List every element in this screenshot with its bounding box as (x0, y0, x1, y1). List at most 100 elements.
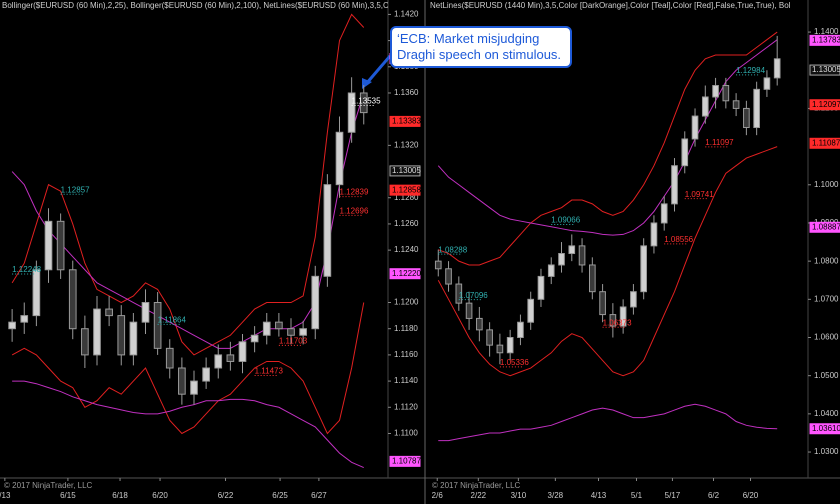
x-tick-label: 5/17 (665, 491, 681, 500)
x-tick-label: 6/22 (218, 491, 234, 500)
candle-body (275, 321, 283, 330)
candle-body (465, 302, 473, 319)
x-tick-label: 4/13 (591, 491, 607, 500)
price-badge-label: 1.08887 (812, 222, 840, 231)
band-line (438, 31, 778, 266)
level-label: 1.07096 (459, 291, 488, 300)
price-badge-label: 1.11087 (812, 138, 840, 147)
x-tick-label: 6/25 (272, 491, 288, 500)
candle-body (20, 315, 29, 323)
candle-body (214, 354, 223, 369)
candle-body (165, 347, 174, 369)
price-badge-label: 1.10787 (392, 456, 421, 465)
candle-body (56, 220, 65, 271)
candle-body (753, 88, 760, 129)
candle-body (323, 184, 332, 277)
plot-area: Bollinger($EURUSD (60 Min),2,25), Bollin… (2, 1, 448, 468)
candle-body (93, 308, 101, 356)
candle-body (630, 291, 637, 308)
copyright: © 2017 NinjaTrader, LLC (4, 481, 93, 490)
candle-body (178, 367, 186, 395)
candle-body (527, 298, 535, 323)
price-badge (389, 455, 421, 467)
price-badge (809, 64, 840, 76)
candle-body (238, 341, 247, 362)
candle-body (445, 268, 452, 285)
y-tick-label: 1.1180 (394, 324, 418, 333)
y-tick-label: 1.1100 (394, 429, 418, 438)
y-tick-label: 1.1160 (394, 350, 418, 359)
x-tick-label: 3/10 (511, 491, 527, 500)
x-tick-label: 6/20 (743, 491, 759, 500)
candle-body (141, 302, 150, 323)
price-badge-label: 1.12220 (392, 269, 421, 278)
candle-body (671, 165, 678, 205)
plot-area: NetLines($EURUSD (1440 Min),3,5,Color [D… (430, 1, 791, 442)
candle-body (8, 321, 16, 330)
price-badge (389, 165, 421, 177)
candle-body (701, 96, 709, 117)
candle-body (287, 328, 295, 336)
band-line (438, 403, 778, 442)
band-line (11, 302, 365, 435)
candle-body (547, 264, 555, 277)
y-tick-label: 1.1420 (394, 10, 419, 19)
candle-body (712, 85, 719, 98)
candle-body (44, 220, 53, 271)
candle-body (578, 245, 586, 266)
level-label: 1.09066 (551, 216, 580, 225)
band-line (437, 39, 778, 236)
candle-body (619, 306, 627, 327)
candle-body (691, 115, 699, 140)
band-line (11, 92, 365, 349)
annotation-arrow (364, 55, 392, 85)
annotation-line: ‘ECB: Market misjudging (397, 31, 540, 46)
candle-body (589, 264, 596, 293)
x-tick-label: 6/18 (112, 491, 128, 500)
candle-body (129, 321, 138, 356)
x-tick-label: 5/1 (631, 491, 643, 500)
level-label: 1.06373 (603, 318, 632, 327)
level-label: 1.09741 (685, 190, 714, 199)
level-label: 1.08288 (438, 245, 467, 254)
price-badge (809, 137, 840, 149)
chart-title: Bollinger($EURUSD (60 Min),2,25), Bollin… (2, 1, 448, 10)
x-tick-label: 6/20 (152, 491, 168, 500)
annotation-arrowhead (362, 78, 372, 89)
candle-body (599, 291, 606, 316)
candle-body (359, 92, 368, 114)
annotation-line: Draghi speech on stimulous. (397, 47, 562, 62)
y-tick-label: 1.1400 (814, 27, 839, 36)
candle-body (660, 203, 668, 224)
x-tick-label: /13 (0, 491, 11, 500)
price-badge-label: 1.12858 (392, 185, 421, 194)
candle-body (743, 107, 750, 129)
x-tick-label: 6/27 (311, 491, 327, 500)
candle-body (311, 275, 320, 330)
candle-body (486, 329, 493, 346)
level-label: 1.12984 (736, 66, 765, 75)
copyright: © 2017 NinjaTrader, LLC (432, 481, 521, 490)
level-label: 1.12857 (61, 185, 90, 194)
y-tick-label: 1.1260 (394, 219, 419, 228)
y-tick-label: 1.1140 (394, 376, 418, 385)
price-badge (809, 99, 840, 111)
y-tick-label: 1.1200 (394, 298, 419, 307)
level-label: 1.11864 (158, 315, 187, 324)
level-label: 1.12839 (340, 188, 369, 197)
y-tick-label: 1.0400 (814, 409, 839, 418)
candle-body (722, 85, 730, 102)
y-tick-label: 1.1240 (394, 245, 419, 254)
level-label: 1.11703 (279, 337, 308, 346)
candle-body (496, 344, 504, 354)
price-badge-label: 1.13383 (392, 117, 421, 126)
level-label: 1.05336 (500, 358, 529, 367)
candle-body (506, 337, 514, 354)
candle-body (537, 275, 545, 300)
annotation: ‘ECB: Market misjudging Draghi speech on… (390, 26, 572, 68)
y-tick-label: 1.0300 (814, 447, 839, 456)
candle-body (773, 58, 781, 79)
level-label: 1.11473 (255, 367, 284, 376)
price-badge-label: 1.13005 (812, 65, 840, 74)
